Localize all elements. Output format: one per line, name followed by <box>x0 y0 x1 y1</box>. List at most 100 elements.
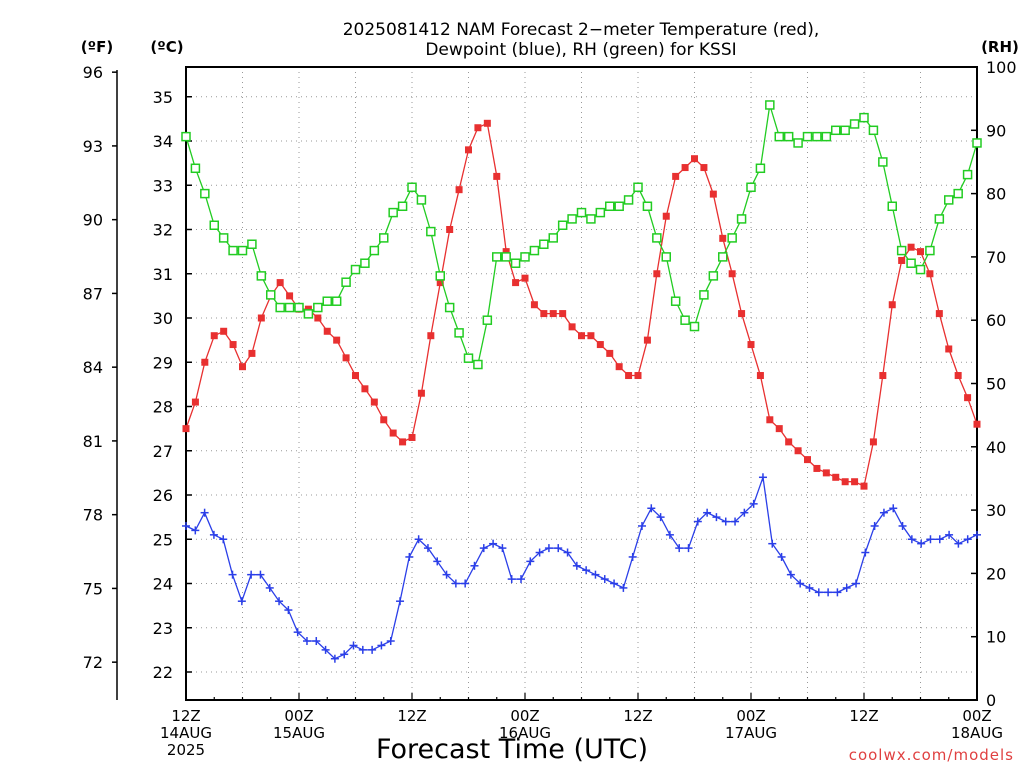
dewpoint-point <box>861 548 870 557</box>
dewpoint-point <box>898 521 907 530</box>
fahrenheit-tick-label: 96 <box>83 63 103 82</box>
dewpoint-point <box>600 575 609 584</box>
dewpoint-point <box>321 645 330 654</box>
dewpoint-point <box>526 557 535 566</box>
rh-point <box>633 182 643 193</box>
rh-point <box>586 214 596 224</box>
fahrenheit-tick-label: 87 <box>83 284 103 303</box>
temperature-point <box>596 341 604 349</box>
dewpoint-point <box>786 570 795 579</box>
rh-point <box>247 239 257 249</box>
dewpoint-point <box>405 552 414 561</box>
dewpoint-point <box>219 535 228 544</box>
rh-point <box>200 188 210 199</box>
dewpoint-point <box>926 535 935 544</box>
rh-tick-label: 70 <box>986 248 1006 267</box>
rh-point <box>256 271 267 281</box>
temperature-point <box>323 327 331 335</box>
time-tick-label: 14AUG <box>160 724 212 742</box>
temperature-point <box>257 314 265 322</box>
rh-point <box>379 233 389 243</box>
rh-point <box>482 315 493 325</box>
rh-point <box>896 245 907 256</box>
temperature-point <box>182 425 190 433</box>
time-tick-label: 00Z <box>510 707 539 725</box>
rh-point <box>181 131 191 142</box>
temperature-point <box>719 234 727 242</box>
fahrenheit-tick-label: 90 <box>83 211 103 230</box>
dewpoint-point <box>758 473 767 482</box>
plot-frame <box>185 66 978 701</box>
temperature-point <box>352 372 359 380</box>
dewpoint-point <box>665 530 674 539</box>
temperature-point <box>672 172 680 180</box>
rh-point <box>416 195 427 205</box>
time-tick-label: 2025 <box>167 741 205 759</box>
dewpoint-point <box>796 579 805 588</box>
time-tick-label: 15AUG <box>273 724 325 742</box>
rh-point <box>407 182 417 193</box>
rh-point <box>444 302 455 313</box>
temperature-point <box>446 226 454 233</box>
rh-tick-label: 40 <box>986 438 1006 457</box>
dewpoint-point <box>349 641 358 650</box>
temperature-point <box>804 456 811 464</box>
rh-point <box>397 201 408 212</box>
rh-point <box>595 207 606 218</box>
rh-point <box>887 201 897 212</box>
dewpoint-point <box>917 539 926 548</box>
time-tick-label: 12Z <box>849 707 878 725</box>
dewpoint-point <box>852 579 861 588</box>
dewpoint-point <box>433 557 442 566</box>
temperature-point <box>389 429 397 437</box>
rh-point <box>520 252 530 262</box>
dewpoint-point <box>265 583 274 592</box>
rh-point <box>218 233 229 243</box>
temperature-point <box>493 172 501 180</box>
rh-axis: 0 10 20 30 40 50 60 70 80 90 100 <box>971 58 1017 710</box>
rh-point <box>284 302 295 313</box>
temperature-point <box>455 186 463 194</box>
temperature-point <box>530 301 538 309</box>
temperature-point <box>568 323 576 331</box>
dewpoint-point <box>284 606 293 615</box>
time-tick-label: 00Z <box>284 707 313 725</box>
series-layer <box>181 100 982 663</box>
dewpoint-point <box>731 517 740 526</box>
rh-point <box>388 207 398 218</box>
temperature-point <box>653 270 661 278</box>
temperature-point <box>549 310 557 318</box>
temperature-point <box>813 464 821 472</box>
temperature-point <box>380 416 388 424</box>
temperature-point <box>851 478 859 486</box>
dewpoint-point <box>712 513 721 522</box>
rh-point <box>190 163 201 174</box>
rh-point <box>473 359 483 370</box>
fahrenheit-tick-label: 81 <box>83 432 103 451</box>
rh-point <box>849 119 860 129</box>
temperature-point <box>917 248 924 256</box>
dewpoint-point <box>340 650 349 659</box>
fahrenheit-tick-label: 75 <box>83 579 103 598</box>
temperature-point <box>540 310 548 318</box>
rh-tick-label: 50 <box>986 375 1006 394</box>
celsius-tick-label: 26 <box>153 486 173 505</box>
celsius-tick-label: 27 <box>153 442 173 461</box>
celsius-tick-label: 23 <box>153 619 173 638</box>
rh-point <box>736 214 747 224</box>
rh-point <box>934 214 945 224</box>
celsius-tick-label: 28 <box>153 398 173 417</box>
dewpoint-point <box>330 654 339 663</box>
temperature-point <box>691 155 698 163</box>
rh-point <box>878 157 888 167</box>
dewpoint-point <box>386 637 395 646</box>
celsius-tick-label: 31 <box>153 265 173 284</box>
temperature-point <box>709 190 717 198</box>
temperature-point <box>239 363 246 371</box>
series-rh <box>181 100 982 370</box>
rh-point <box>802 131 813 142</box>
temperature-point <box>502 248 510 256</box>
credit-text: coolwx.com/models <box>849 746 1014 764</box>
temperature-point <box>210 332 218 340</box>
rh-point <box>501 252 511 262</box>
